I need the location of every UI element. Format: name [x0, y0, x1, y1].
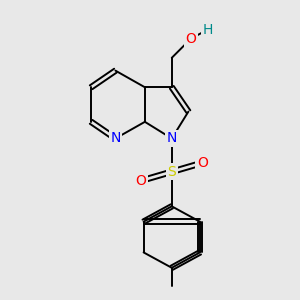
Text: S: S	[167, 165, 176, 179]
Text: O: O	[185, 32, 197, 46]
Text: O: O	[197, 156, 208, 170]
Text: H: H	[202, 23, 213, 37]
Text: O: O	[136, 174, 146, 188]
Text: N: N	[110, 131, 121, 146]
Text: N: N	[167, 131, 177, 146]
